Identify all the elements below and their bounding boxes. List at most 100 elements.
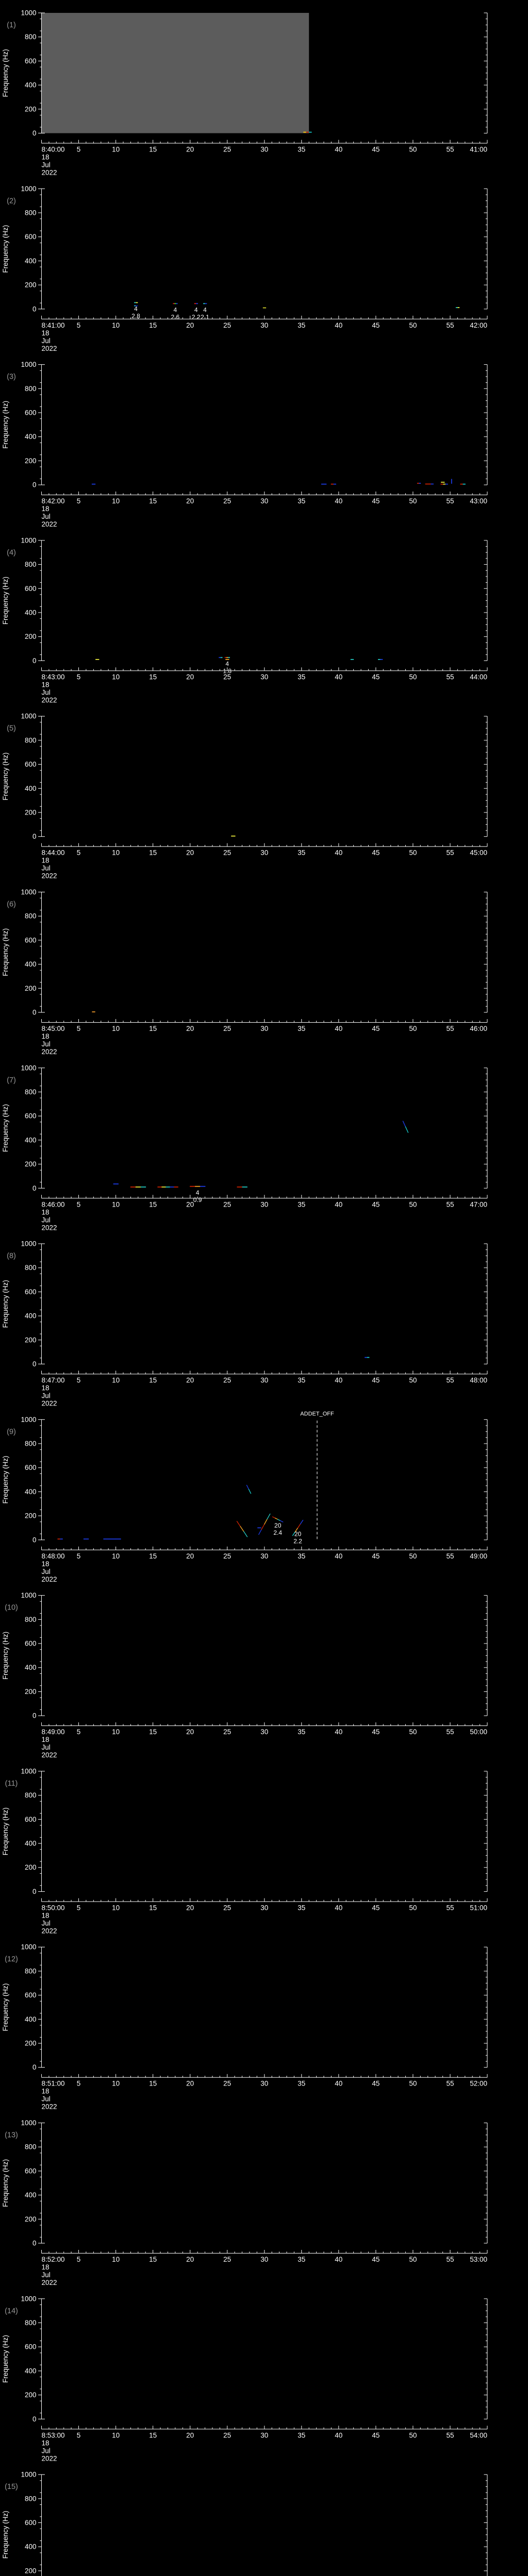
svg-text:600: 600 — [25, 1816, 37, 1823]
svg-text:20: 20 — [186, 1728, 194, 1736]
svg-text:20: 20 — [186, 1552, 194, 1560]
svg-text:1000: 1000 — [21, 1064, 36, 1072]
svg-text:600: 600 — [25, 1464, 37, 1471]
svg-text:2022: 2022 — [42, 1400, 57, 1408]
svg-text:0: 0 — [32, 833, 37, 840]
svg-text:800: 800 — [25, 1791, 37, 1799]
svg-text:8:40:00: 8:40:00 — [42, 146, 65, 154]
svg-text:15: 15 — [149, 1377, 157, 1384]
svg-text:0: 0 — [32, 657, 37, 665]
svg-text:18: 18 — [42, 857, 50, 865]
svg-text:55: 55 — [446, 1728, 454, 1736]
svg-text:Frequency (Hz): Frequency (Hz) — [2, 928, 9, 976]
svg-text:40: 40 — [335, 673, 342, 681]
svg-text:800: 800 — [25, 2319, 37, 2327]
svg-text:45: 45 — [372, 1552, 380, 1560]
svg-text:200: 200 — [25, 808, 37, 816]
svg-text:Jul: Jul — [42, 161, 51, 169]
svg-text:10: 10 — [112, 497, 120, 505]
svg-text:10: 10 — [112, 2431, 120, 2439]
svg-text:1000: 1000 — [21, 1943, 36, 1951]
svg-text:20: 20 — [186, 146, 194, 154]
svg-text:400: 400 — [25, 2015, 37, 2023]
svg-text:55: 55 — [446, 2256, 454, 2263]
svg-text:Jul: Jul — [42, 1919, 51, 1927]
svg-text:50: 50 — [409, 146, 417, 154]
svg-text:8:47:00: 8:47:00 — [42, 1377, 65, 1384]
svg-text:0: 0 — [32, 1536, 37, 1544]
svg-text:(9): (9) — [7, 1428, 16, 1436]
svg-text:Jul: Jul — [42, 1392, 51, 1400]
svg-text:2022: 2022 — [42, 1224, 57, 1231]
svg-text:40: 40 — [335, 2431, 342, 2439]
svg-text:10: 10 — [112, 1904, 120, 1911]
svg-text:600: 600 — [25, 1640, 37, 1648]
svg-text:35: 35 — [298, 1552, 305, 1560]
svg-text:30: 30 — [260, 1552, 268, 1560]
svg-text:1000: 1000 — [21, 185, 36, 193]
svg-text:0: 0 — [32, 1184, 37, 1192]
svg-text:40: 40 — [335, 497, 342, 505]
svg-text:Jul: Jul — [42, 1743, 51, 1751]
svg-text:20: 20 — [186, 673, 194, 681]
svg-text:10: 10 — [112, 1377, 120, 1384]
svg-text:400: 400 — [25, 1488, 37, 1496]
svg-text:2022: 2022 — [42, 872, 57, 880]
svg-text:(13): (13) — [5, 2131, 18, 2140]
svg-text:25: 25 — [223, 1200, 231, 1208]
svg-text:(1): (1) — [7, 21, 16, 29]
svg-text:5: 5 — [77, 1904, 81, 1911]
svg-text:800: 800 — [25, 1264, 37, 1272]
svg-text:8:53:00: 8:53:00 — [42, 2431, 65, 2439]
svg-text:2.8: 2.8 — [131, 312, 140, 319]
svg-text:800: 800 — [25, 1616, 37, 1623]
svg-text:55: 55 — [446, 1377, 454, 1384]
svg-text:10: 10 — [112, 673, 120, 681]
svg-text:45: 45 — [372, 673, 380, 681]
svg-text:1000: 1000 — [21, 713, 36, 720]
svg-text:1000: 1000 — [21, 1240, 36, 1248]
svg-text:10: 10 — [112, 849, 120, 857]
svg-text:200: 200 — [25, 633, 37, 640]
svg-text:55: 55 — [446, 1025, 454, 1032]
svg-text:2022: 2022 — [42, 2279, 57, 2286]
svg-text:50: 50 — [409, 849, 417, 857]
svg-text:Jul: Jul — [42, 865, 51, 872]
svg-text:25: 25 — [223, 673, 231, 681]
svg-text:600: 600 — [25, 585, 37, 592]
svg-text:40: 40 — [335, 1025, 342, 1032]
svg-text:8:50:00: 8:50:00 — [42, 1904, 65, 1911]
svg-text:30: 30 — [260, 2431, 268, 2439]
svg-text:10: 10 — [112, 146, 120, 154]
svg-text:(3): (3) — [7, 373, 16, 381]
svg-text:600: 600 — [25, 2343, 37, 2351]
svg-text:4: 4 — [173, 306, 177, 313]
svg-text:Frequency (Hz): Frequency (Hz) — [2, 401, 9, 449]
svg-text:10: 10 — [112, 321, 120, 329]
svg-text:10: 10 — [112, 2080, 120, 2088]
svg-text:8:43:00: 8:43:00 — [42, 673, 65, 681]
svg-text:600: 600 — [25, 1288, 37, 1296]
svg-text:45: 45 — [372, 146, 380, 154]
svg-text:Jul: Jul — [42, 1216, 51, 1224]
svg-text:2022: 2022 — [42, 696, 57, 704]
svg-text:200: 200 — [25, 2391, 37, 2399]
svg-text:52:00: 52:00 — [470, 2080, 487, 2088]
svg-text:600: 600 — [25, 233, 37, 241]
svg-text:40: 40 — [335, 1200, 342, 1208]
svg-text:40: 40 — [335, 2256, 342, 2263]
svg-text:20: 20 — [186, 2431, 194, 2439]
svg-text:45: 45 — [372, 321, 380, 329]
svg-text:10: 10 — [112, 2256, 120, 2263]
svg-text:0: 0 — [32, 1888, 37, 1895]
svg-text:20: 20 — [186, 1025, 194, 1032]
svg-text:35: 35 — [298, 1377, 305, 1384]
svg-text:4: 4 — [203, 306, 207, 313]
svg-text:50: 50 — [409, 2080, 417, 2088]
svg-text:18: 18 — [42, 1911, 50, 1919]
svg-text:Frequency (Hz): Frequency (Hz) — [2, 2511, 9, 2558]
svg-text:800: 800 — [25, 2143, 37, 2151]
svg-text:800: 800 — [25, 2495, 37, 2502]
svg-text:55: 55 — [446, 1552, 454, 1560]
svg-text:47:00: 47:00 — [470, 1200, 487, 1208]
